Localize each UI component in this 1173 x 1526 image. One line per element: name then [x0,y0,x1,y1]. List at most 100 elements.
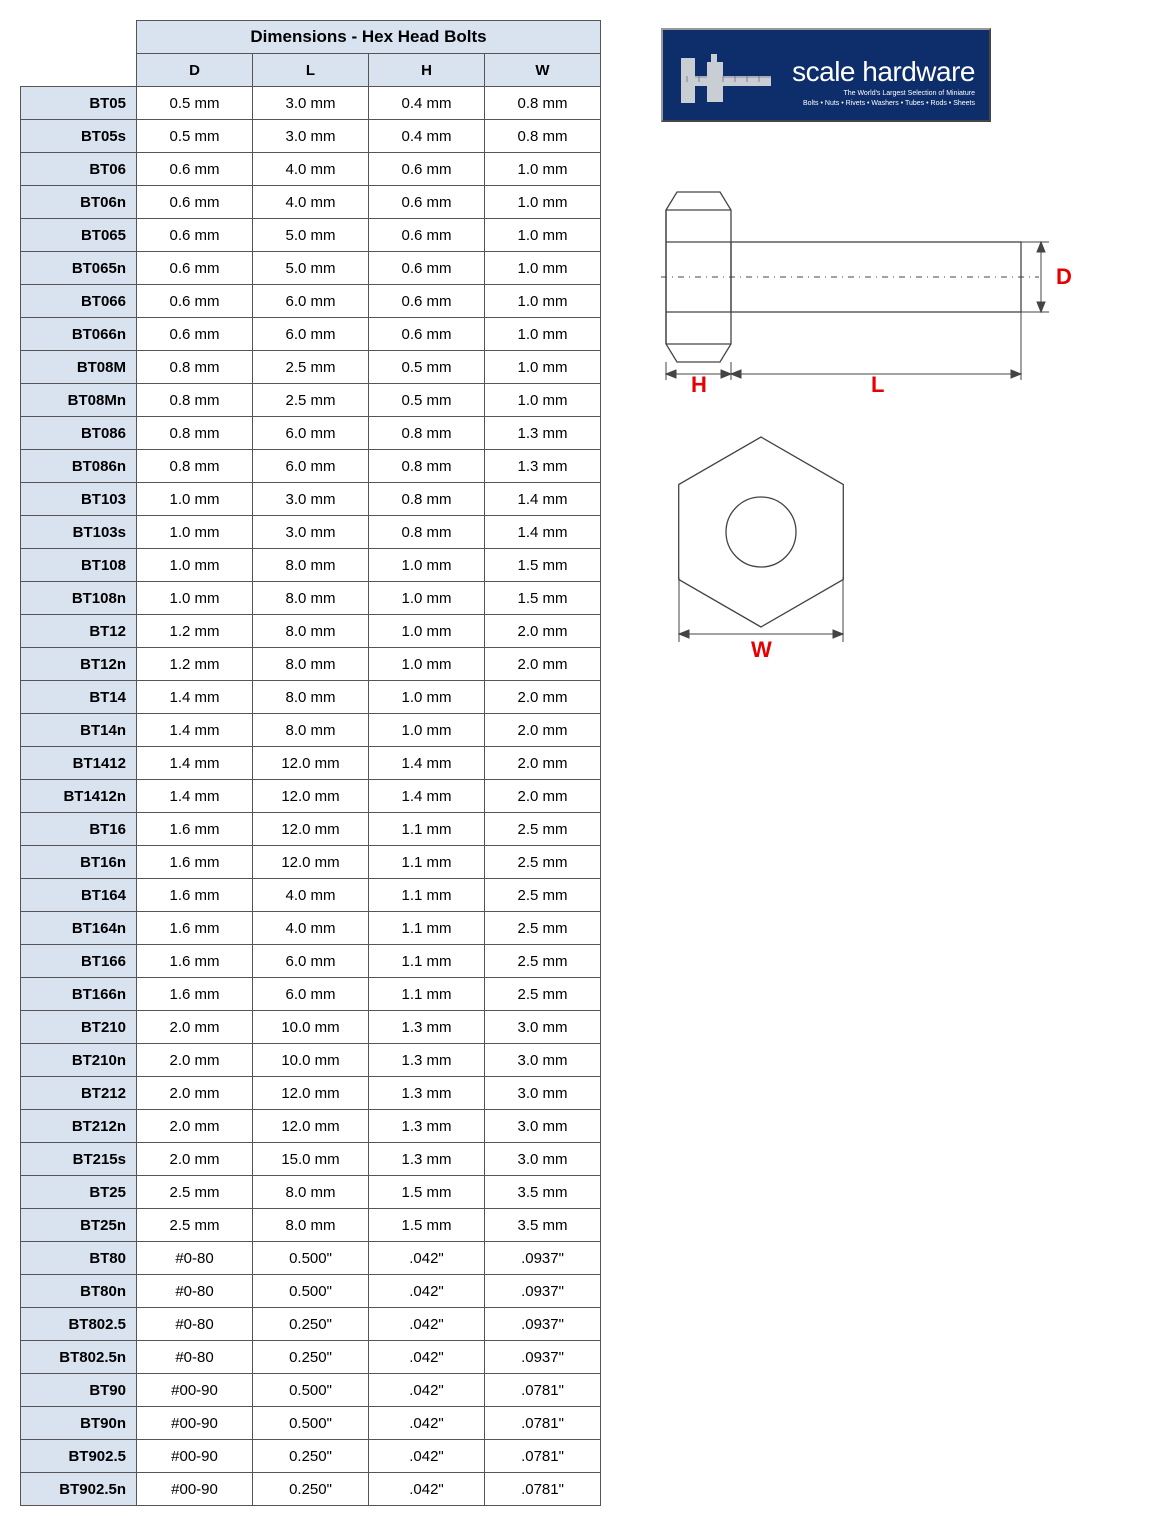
row-id: BT05s [21,120,137,153]
cell-L: 8.0 mm [253,648,369,681]
cell-W: .0937" [485,1308,601,1341]
cell-W: 1.5 mm [485,582,601,615]
table-row: BT1081.0 mm8.0 mm1.0 mm1.5 mm [21,549,601,582]
table-row: BT802.5#0-800.250".042".0937" [21,1308,601,1341]
cell-D: 0.8 mm [137,450,253,483]
cell-H: 0.8 mm [369,450,485,483]
row-id: BT16n [21,846,137,879]
table-row: BT166n1.6 mm6.0 mm1.1 mm2.5 mm [21,978,601,1011]
cell-D: 0.6 mm [137,219,253,252]
cell-W: 2.0 mm [485,780,601,813]
cell-W: .0937" [485,1275,601,1308]
cell-L: 0.500" [253,1374,369,1407]
cell-D: 1.0 mm [137,582,253,615]
cell-H: 0.6 mm [369,252,485,285]
bolt-top-diagram: W [661,432,871,672]
table-row: BT80n#0-800.500".042".0937" [21,1275,601,1308]
table-row: BT065n0.6 mm5.0 mm0.6 mm1.0 mm [21,252,601,285]
blank-corner [21,21,137,54]
cell-W: 2.5 mm [485,846,601,879]
cell-H: .042" [369,1440,485,1473]
cell-W: .0937" [485,1341,601,1374]
col-W: W [485,54,601,87]
cell-L: 4.0 mm [253,186,369,219]
cell-W: 1.4 mm [485,516,601,549]
cell-L: 4.0 mm [253,912,369,945]
row-id: BT164 [21,879,137,912]
cell-H: 0.5 mm [369,384,485,417]
cell-H: 0.4 mm [369,120,485,153]
cell-D: #0-80 [137,1275,253,1308]
table-row: BT050.5 mm3.0 mm0.4 mm0.8 mm [21,87,601,120]
cell-W: 1.3 mm [485,450,601,483]
row-id: BT164n [21,912,137,945]
cell-H: 1.4 mm [369,780,485,813]
cell-L: 5.0 mm [253,252,369,285]
bolt-side-diagram: D H L [661,162,1081,392]
cell-H: 0.6 mm [369,318,485,351]
cell-L: 12.0 mm [253,846,369,879]
cell-L: 6.0 mm [253,978,369,1011]
table-row: BT902.5n#00-900.250".042".0781" [21,1473,601,1506]
row-id: BT12 [21,615,137,648]
cell-L: 12.0 mm [253,813,369,846]
cell-W: 2.5 mm [485,813,601,846]
cell-W: 0.8 mm [485,120,601,153]
cell-W: 1.3 mm [485,417,601,450]
cell-W: 2.5 mm [485,978,601,1011]
cell-L: 8.0 mm [253,615,369,648]
brand-tagline-1: The World's Largest Selection of Miniatu… [843,90,975,97]
cell-D: 1.0 mm [137,516,253,549]
row-id: BT12n [21,648,137,681]
cell-H: 1.0 mm [369,549,485,582]
cell-L: 10.0 mm [253,1011,369,1044]
cell-W: 1.0 mm [485,351,601,384]
row-id: BT902.5 [21,1440,137,1473]
cell-H: 1.1 mm [369,978,485,1011]
cell-D: 1.4 mm [137,780,253,813]
cell-W: 2.0 mm [485,681,601,714]
cell-H: 0.6 mm [369,285,485,318]
cell-W: 3.5 mm [485,1176,601,1209]
table-row: BT103s1.0 mm3.0 mm0.8 mm1.4 mm [21,516,601,549]
cell-D: #0-80 [137,1341,253,1374]
cell-W: 2.5 mm [485,879,601,912]
cell-D: 1.6 mm [137,978,253,1011]
cell-H: .042" [369,1407,485,1440]
row-id: BT108n [21,582,137,615]
table-row: BT164n1.6 mm4.0 mm1.1 mm2.5 mm [21,912,601,945]
cell-W: 2.5 mm [485,912,601,945]
cell-W: 2.0 mm [485,747,601,780]
cell-D: 0.8 mm [137,417,253,450]
cell-H: .042" [369,1341,485,1374]
table-title: Dimensions - Hex Head Bolts [137,21,601,54]
cell-L: 0.500" [253,1242,369,1275]
cell-W: .0937" [485,1242,601,1275]
cell-D: 1.2 mm [137,615,253,648]
cell-H: 1.1 mm [369,879,485,912]
cell-H: .042" [369,1275,485,1308]
cell-D: 0.5 mm [137,87,253,120]
cell-D: 1.2 mm [137,648,253,681]
brand-tagline-2: Bolts • Nuts • Rivets • Washers • Tubes … [803,100,975,107]
cell-W: .0781" [485,1440,601,1473]
cell-H: .042" [369,1242,485,1275]
cell-L: 8.0 mm [253,681,369,714]
cell-H: 1.1 mm [369,912,485,945]
table-row: BT066n0.6 mm6.0 mm0.6 mm1.0 mm [21,318,601,351]
table-row: BT210n2.0 mm10.0 mm1.3 mm3.0 mm [21,1044,601,1077]
cell-L: 2.5 mm [253,351,369,384]
cell-W: 2.0 mm [485,615,601,648]
row-id: BT06 [21,153,137,186]
table-row: BT802.5n#0-800.250".042".0937" [21,1341,601,1374]
cell-H: 1.0 mm [369,615,485,648]
row-id: BT210 [21,1011,137,1044]
cell-H: 0.8 mm [369,483,485,516]
dim-label-W: W [751,637,772,662]
row-id: BT802.5n [21,1341,137,1374]
cell-L: 10.0 mm [253,1044,369,1077]
table-row: BT252.5 mm8.0 mm1.5 mm3.5 mm [21,1176,601,1209]
cell-W: 3.0 mm [485,1044,601,1077]
cell-D: 1.0 mm [137,549,253,582]
cell-W: 1.0 mm [485,219,601,252]
